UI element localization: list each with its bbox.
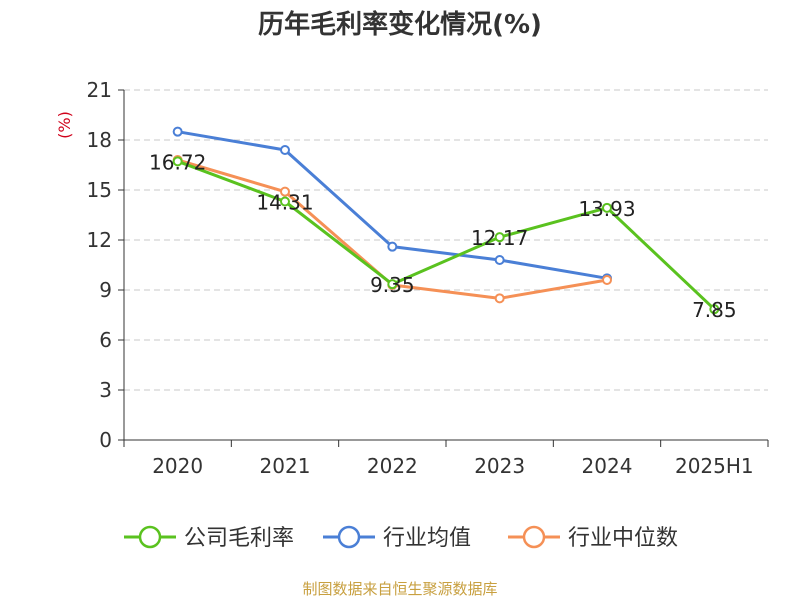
- x-tick-label: 2021: [260, 454, 311, 478]
- chart-title: 历年毛利率变化情况(%): [258, 10, 542, 40]
- data-point: [172, 156, 183, 167]
- data-label: 9.35: [370, 273, 415, 297]
- x-tick-label: 2024: [582, 454, 633, 478]
- legend-label: 行业均值: [383, 526, 471, 551]
- y-axis-label: (%): [55, 111, 74, 139]
- data-point: [280, 145, 290, 155]
- legend-item[interactable]: 公司毛利率: [124, 525, 294, 551]
- data-label: 13.93: [578, 197, 635, 221]
- data-point: [172, 126, 183, 137]
- legend-marker: [138, 525, 162, 549]
- y-tick-label: 9: [99, 278, 112, 302]
- y-tick-label: 15: [87, 178, 112, 202]
- y-tick-label: 3: [99, 378, 112, 402]
- data-point: [280, 186, 290, 197]
- data-point: [280, 196, 290, 207]
- legend-label: 公司毛利率: [184, 526, 294, 551]
- y-tick-label: 21: [87, 78, 112, 102]
- series-line-1: [177, 130, 608, 280]
- data-label: 7.85: [692, 298, 737, 322]
- series-line-0: [177, 159, 716, 311]
- data-point: [494, 232, 505, 243]
- data-point: [494, 255, 505, 265]
- axes: 0 3 6 9 12 15 18 21 2020 2021 2022 2023 2024 2025H1 (%…: [55, 78, 769, 478]
- x-tick-label: 2023: [474, 454, 525, 478]
- y-tick-label: 12: [87, 228, 112, 252]
- y-tick-label: 0: [99, 428, 112, 452]
- legend-marker: [522, 525, 546, 549]
- data-labels: 16.72 14.31 9.35 12.17 13.93 7.85: [149, 150, 737, 322]
- x-tick-label: 2022: [367, 454, 418, 478]
- x-tick-label: 2020: [152, 454, 203, 478]
- data-label: 16.72: [149, 150, 206, 174]
- data-point: [494, 293, 505, 304]
- data-point: [602, 202, 612, 213]
- data-point: [709, 304, 720, 315]
- legend[interactable]: 公司毛利率 行业均值 行业中位数: [124, 525, 678, 551]
- legend-item[interactable]: 行业中位数: [508, 525, 678, 551]
- y-tick-label: 6: [99, 328, 112, 352]
- legend-marker: [337, 525, 361, 549]
- data-point: [387, 279, 398, 290]
- y-tick-label: 18: [87, 128, 112, 152]
- legend-item[interactable]: 行业均值: [323, 525, 471, 551]
- x-tick-label: 2025H1: [675, 454, 754, 478]
- data-point: [602, 275, 612, 285]
- grid-lines: [124, 89, 768, 391]
- data-label: 12.17: [471, 226, 528, 250]
- data-label: 14.31: [256, 191, 313, 215]
- source-note: 制图数据来自恒生聚源数据库: [302, 580, 498, 598]
- series-lines: [172, 126, 720, 315]
- data-point: [387, 241, 398, 252]
- legend-label: 行业中位数: [568, 526, 678, 551]
